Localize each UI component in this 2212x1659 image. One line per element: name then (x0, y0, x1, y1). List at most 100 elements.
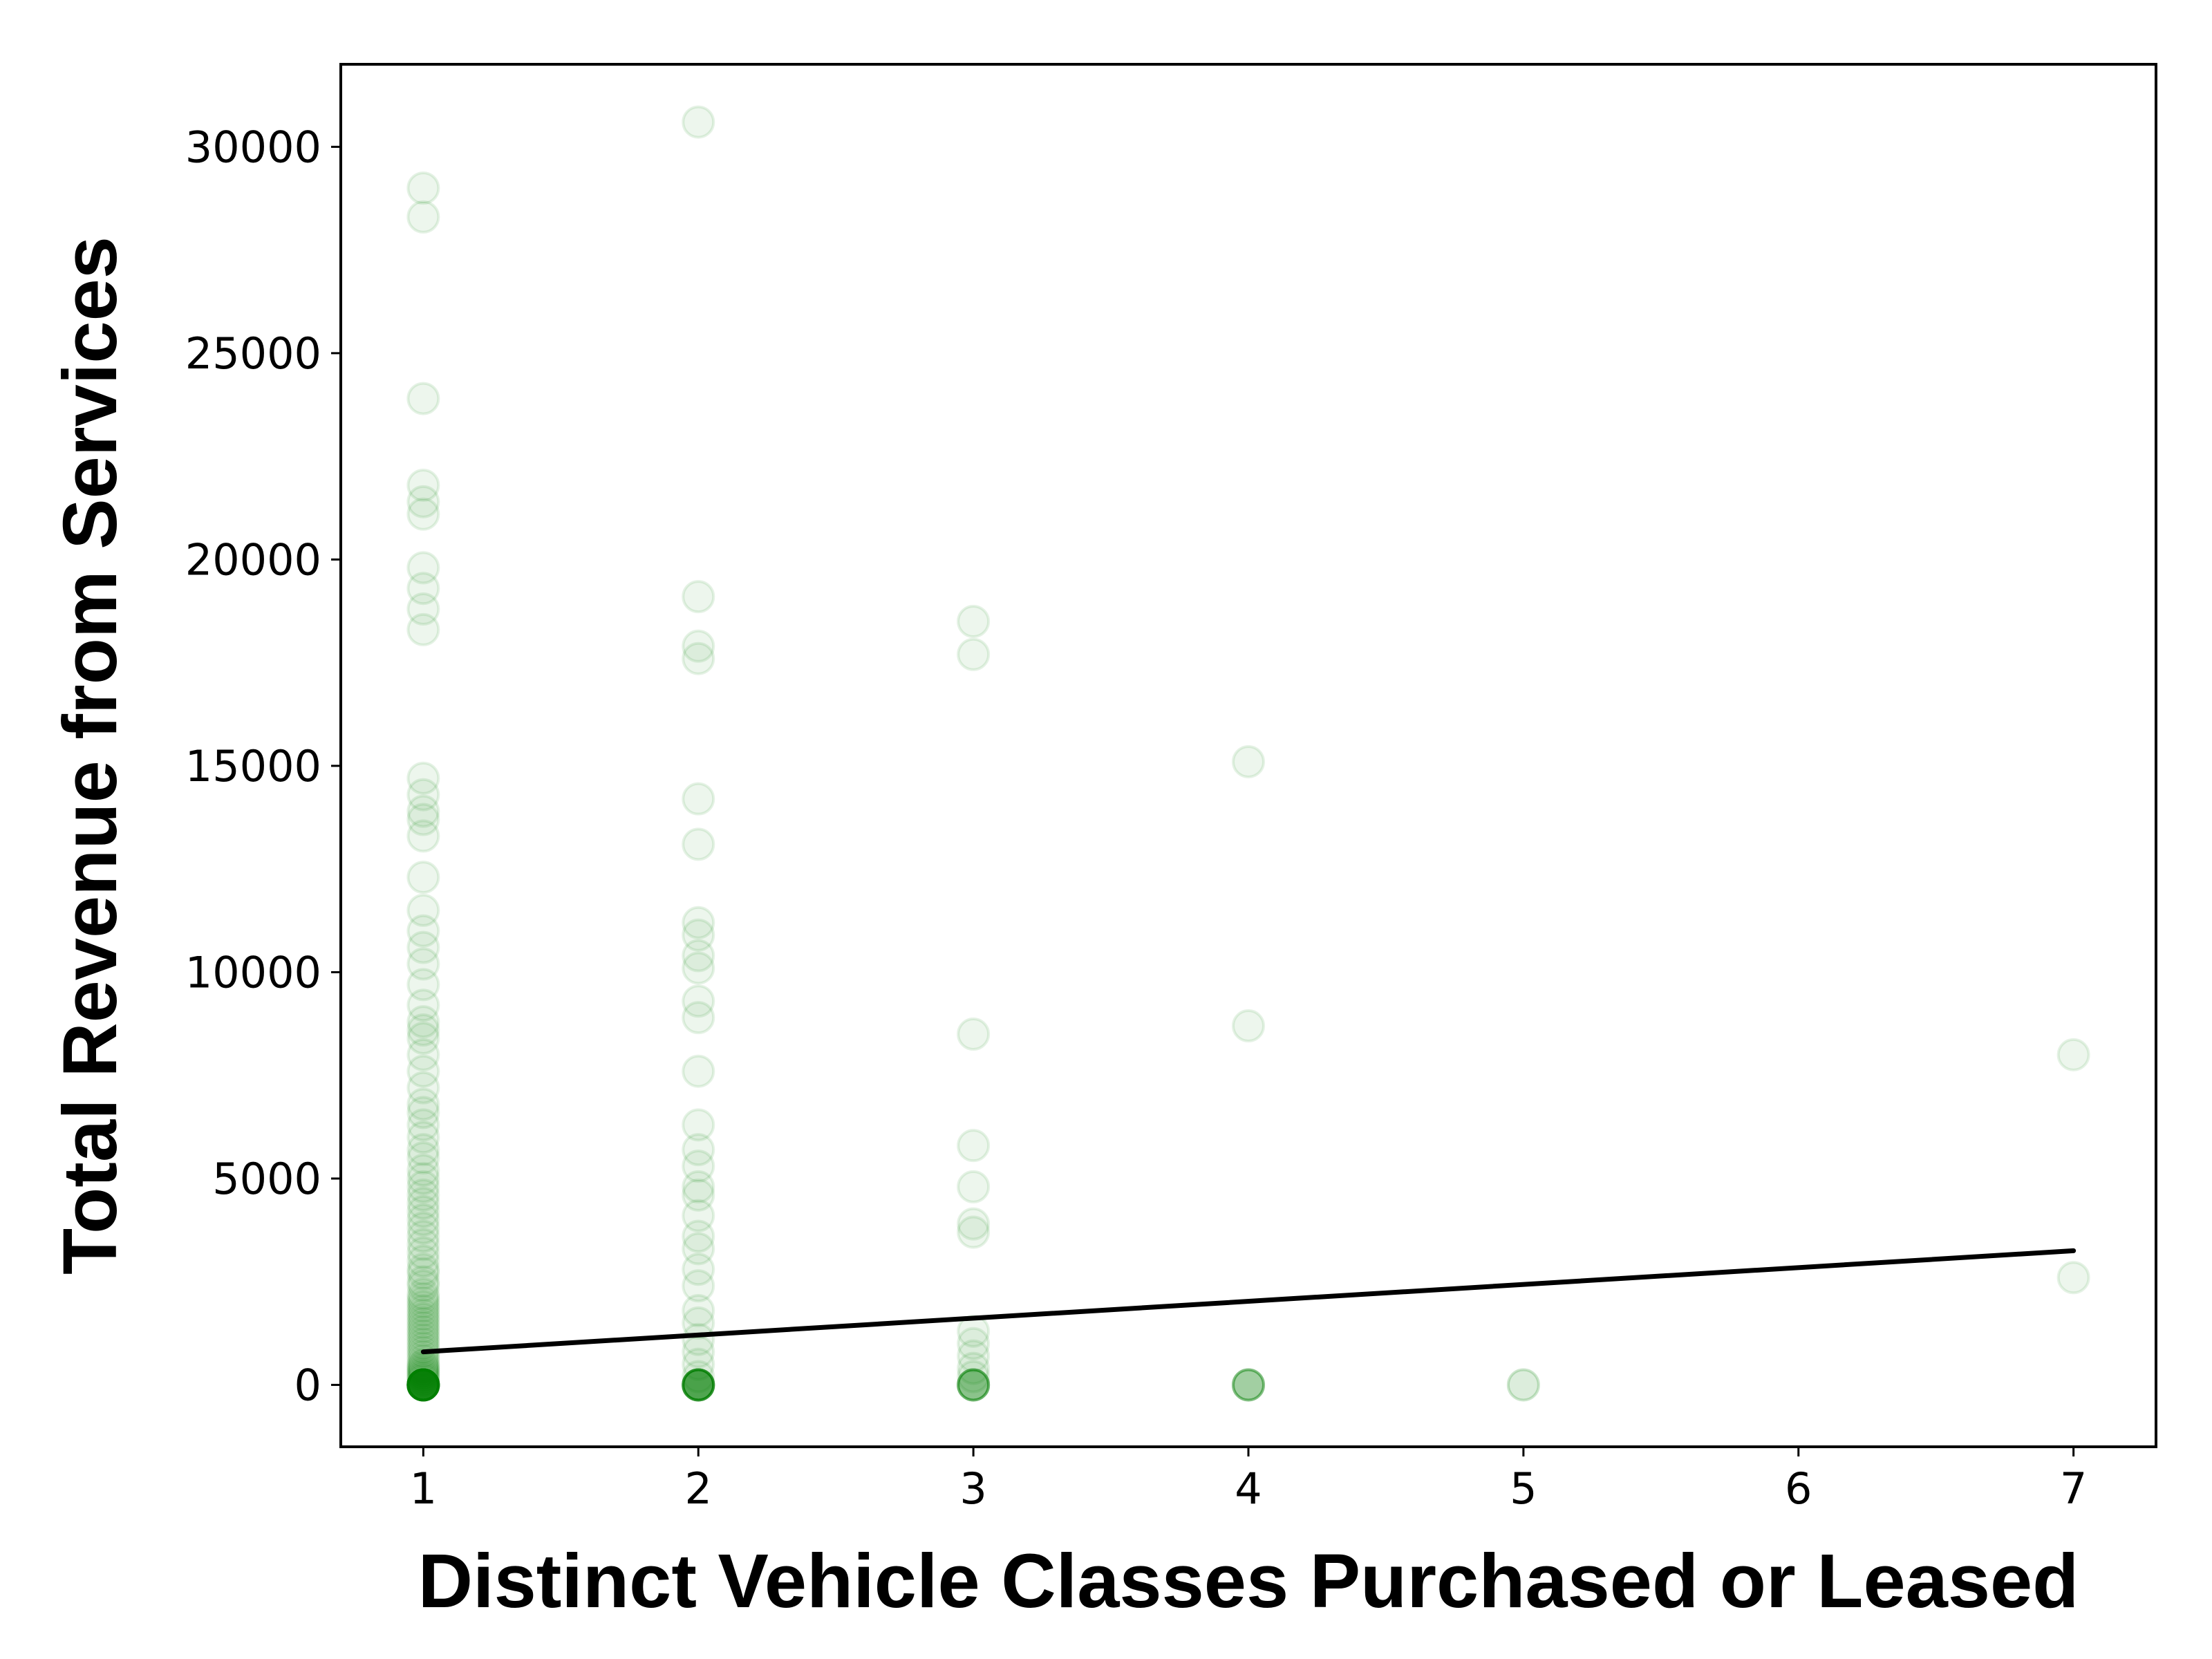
data-point (957, 1351, 991, 1385)
data-point (2056, 1038, 2090, 1071)
data-point (682, 1368, 715, 1402)
data-point (406, 1368, 440, 1402)
data-point (406, 778, 440, 812)
x-axis-label: Distinct Vehicle Classes Purchased or Le… (418, 1539, 2079, 1624)
data-point (406, 968, 440, 1002)
data-point (682, 1269, 715, 1303)
data-point (682, 951, 715, 985)
data-point (682, 1368, 715, 1402)
data-point (406, 1368, 440, 1402)
data-point (682, 1133, 715, 1167)
data-point (682, 1368, 715, 1402)
data-point (406, 1244, 440, 1278)
data-point (406, 1353, 440, 1387)
y-tick-label: 10000 (185, 947, 321, 997)
data-point (682, 1219, 715, 1253)
data-point (406, 1368, 440, 1402)
data-point (682, 1150, 715, 1183)
data-point (682, 641, 715, 675)
x-tick-label: 3 (959, 1463, 986, 1514)
y-tick-label: 15000 (185, 741, 321, 791)
data-point (1506, 1368, 1540, 1402)
data-point (406, 1368, 440, 1402)
data-point (682, 1368, 715, 1402)
data-point (406, 1133, 440, 1167)
data-point (406, 1236, 440, 1270)
data-point (406, 1253, 440, 1286)
y-axis-label: Total Revenue from Services (48, 236, 133, 1275)
data-point (406, 1368, 440, 1402)
data-point (406, 1368, 440, 1402)
data-point (957, 1368, 991, 1402)
data-point (406, 1368, 440, 1402)
data-point (957, 1368, 991, 1402)
data-point (957, 1207, 991, 1241)
data-point (682, 1368, 715, 1402)
data-point (406, 1161, 440, 1195)
data-point (682, 1054, 715, 1088)
data-point (406, 1293, 440, 1327)
data-point (406, 1277, 440, 1311)
data-point (2056, 1261, 2090, 1295)
data-point (957, 637, 991, 671)
data-point (406, 1203, 440, 1237)
data-point (682, 1108, 715, 1142)
data-point (957, 1368, 991, 1402)
data-point (682, 629, 715, 663)
data-point (406, 1362, 440, 1396)
data-point (1232, 744, 1265, 778)
data-point (1232, 1368, 1265, 1402)
data-point (682, 1306, 715, 1340)
data-point (406, 1368, 440, 1402)
data-point (406, 1368, 440, 1402)
data-point (682, 1368, 715, 1402)
data-point (406, 1331, 440, 1365)
data-point (406, 1368, 440, 1402)
data-point (406, 988, 440, 1022)
data-point (406, 1071, 440, 1105)
data-point (406, 382, 440, 415)
data-point (682, 984, 715, 1018)
data-point (957, 1170, 991, 1203)
data-point (1232, 1368, 1265, 1402)
data-point (682, 1368, 715, 1402)
data-point (406, 485, 440, 518)
data-point (406, 1368, 440, 1402)
data-point (406, 171, 440, 205)
data-point (406, 592, 440, 626)
data-point (682, 1199, 715, 1232)
data-point (682, 1322, 715, 1356)
y-tick-label: 25000 (185, 328, 321, 379)
y-tick-label: 20000 (185, 534, 321, 585)
data-point (682, 1232, 715, 1266)
data-point (406, 1211, 440, 1245)
y-tick-label: 30000 (185, 122, 321, 172)
x-tick-label: 2 (685, 1463, 712, 1514)
data-point (406, 1310, 440, 1344)
data-point (957, 1017, 991, 1051)
data-point (682, 1347, 715, 1381)
data-point (957, 1368, 991, 1402)
data-point (406, 1368, 440, 1402)
data-point (406, 1360, 440, 1394)
data-point (406, 794, 440, 828)
data-point (1232, 1368, 1265, 1402)
data-point (406, 930, 440, 964)
data-point (406, 468, 440, 502)
data-point (406, 200, 440, 234)
data-point (682, 1293, 715, 1327)
data-point (1232, 1368, 1265, 1402)
data-point (406, 1368, 440, 1402)
data-point (1232, 1009, 1265, 1043)
data-point (682, 1368, 715, 1402)
data-point (406, 1005, 440, 1039)
data-point (406, 1368, 440, 1402)
data-point (406, 1368, 440, 1402)
data-point (682, 827, 715, 861)
data-point (406, 612, 440, 646)
data-point (406, 1121, 440, 1154)
data-point (406, 1186, 440, 1220)
data-point (682, 1001, 715, 1035)
data-point (682, 1368, 715, 1402)
